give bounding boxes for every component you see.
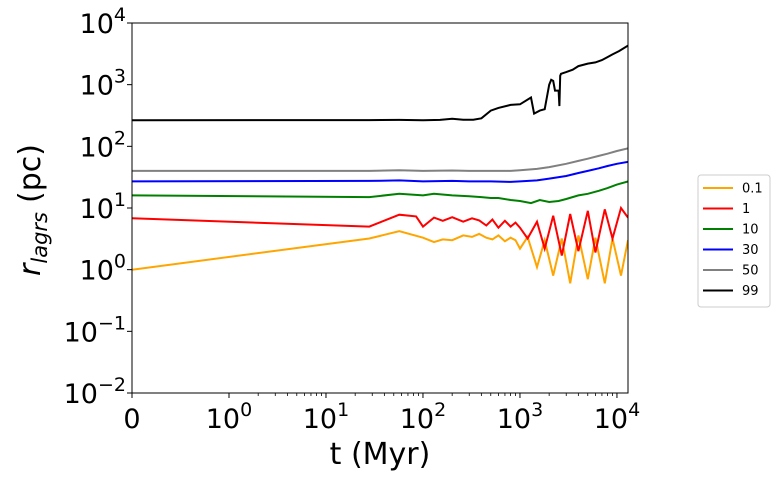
y-tick-label: 103 [80, 66, 126, 102]
legend-label-50: 50 [742, 264, 759, 279]
y-tick-label: 102 [80, 127, 126, 163]
series-line-10 [132, 180, 628, 205]
x-tick-label: 102 [400, 399, 446, 435]
y-tick-label: 10−1 [64, 312, 126, 348]
y-axis-label-sub: lagrs [28, 212, 52, 264]
x-tick-label: 104 [594, 399, 640, 435]
x-tick-label: 101 [303, 399, 349, 435]
x-tick-label: 103 [497, 399, 543, 435]
y-axis-label-main: r [13, 262, 48, 276]
x-axis-label: t (Myr) [330, 437, 431, 472]
y-tick-label: 104 [80, 4, 126, 40]
legend-label-1: 1 [742, 202, 750, 217]
series-line-30 [132, 160, 628, 183]
tick-layer: 0 100 101 102 103 104 10−2 10−1 100 101 102 103 104 [64, 4, 641, 435]
legend: 0.1 1 10 30 50 99 [697, 174, 771, 308]
series-line-1 [132, 205, 628, 256]
legend-label-10: 10 [742, 223, 759, 238]
legend-label-30: 30 [742, 243, 759, 258]
y-axis-label-unit: (pc) [13, 144, 48, 203]
y-tick-label: 101 [80, 189, 126, 225]
legend-label-99: 99 [742, 284, 759, 299]
series-layer [132, 44, 628, 284]
series-line-50 [132, 147, 628, 172]
y-axis-label: rlagrs (pc) [13, 144, 52, 276]
y-tick-label: 100 [80, 251, 126, 287]
series-line-99 [132, 44, 628, 122]
series-line-0.1 [132, 230, 628, 284]
legend-label-0.1: 0.1 [742, 182, 763, 197]
y-tick-label: 10−2 [64, 374, 126, 410]
x-tick-label: 0 [123, 404, 140, 435]
x-tick-label: 100 [206, 399, 252, 435]
